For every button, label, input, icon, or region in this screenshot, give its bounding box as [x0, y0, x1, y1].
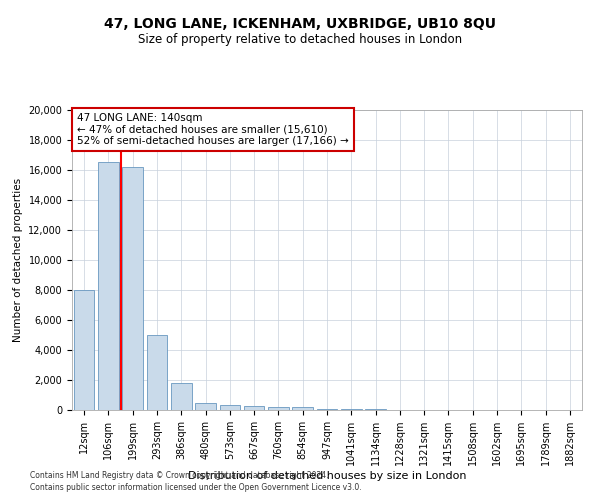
- Bar: [365, 409, 386, 410]
- Bar: [244, 406, 265, 410]
- Text: Contains public sector information licensed under the Open Government Licence v3: Contains public sector information licen…: [30, 484, 362, 492]
- Bar: [317, 408, 337, 410]
- Text: Size of property relative to detached houses in London: Size of property relative to detached ho…: [138, 32, 462, 46]
- Text: 47 LONG LANE: 140sqm
← 47% of detached houses are smaller (15,610)
52% of semi-d: 47 LONG LANE: 140sqm ← 47% of detached h…: [77, 113, 349, 146]
- Bar: [195, 402, 216, 410]
- Bar: [220, 405, 240, 410]
- Bar: [122, 167, 143, 410]
- Bar: [171, 383, 191, 410]
- Text: Contains HM Land Registry data © Crown copyright and database right 2024.: Contains HM Land Registry data © Crown c…: [30, 471, 329, 480]
- Bar: [292, 408, 313, 410]
- Text: 47, LONG LANE, ICKENHAM, UXBRIDGE, UB10 8QU: 47, LONG LANE, ICKENHAM, UXBRIDGE, UB10 …: [104, 18, 496, 32]
- Bar: [74, 290, 94, 410]
- Bar: [98, 162, 119, 410]
- Bar: [268, 407, 289, 410]
- Bar: [341, 409, 362, 410]
- Y-axis label: Number of detached properties: Number of detached properties: [13, 178, 23, 342]
- X-axis label: Distribution of detached houses by size in London: Distribution of detached houses by size …: [188, 471, 466, 481]
- Bar: [146, 335, 167, 410]
